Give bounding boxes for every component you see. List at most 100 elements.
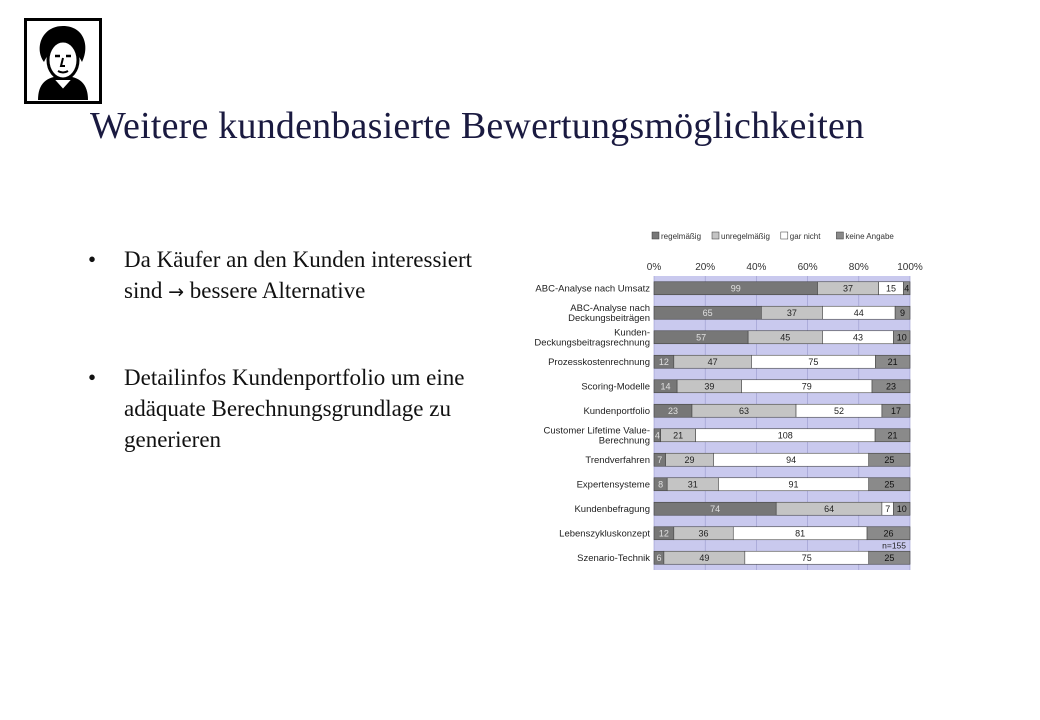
data-label: 45 [780, 333, 790, 343]
data-label: 39 [704, 382, 714, 392]
data-label: 4 [904, 284, 909, 294]
data-label: 44 [854, 308, 864, 318]
data-label: 17 [891, 406, 901, 416]
stacked-bar-chart: 0% 20% 40% 60% 80% 100% regelmäßig unregelmäßig… [534, 231, 923, 570]
data-label: 14 [661, 382, 671, 392]
data-label: 65 [703, 308, 713, 318]
category-label: Kunden- [614, 327, 650, 338]
data-label: 37 [787, 308, 797, 318]
x-tick-label: 100% [897, 262, 923, 273]
data-label: 7 [657, 455, 662, 465]
bar-segment [875, 354, 911, 369]
goethe-portrait-icon [24, 18, 102, 104]
legend-label: regelmäßig [661, 232, 701, 241]
arrow-right-icon: → [168, 281, 185, 303]
bar-segment [893, 330, 911, 345]
category-label: Expertensysteme [577, 479, 650, 490]
legend-swatch [780, 231, 789, 240]
data-label: 6 [656, 553, 661, 563]
category-label: Trendverfahren [585, 455, 650, 466]
data-label: 37 [843, 284, 853, 294]
data-label: 108 [778, 431, 793, 441]
x-tick-label: 20% [695, 262, 715, 273]
data-label: 36 [699, 529, 709, 539]
data-label: 26 [884, 529, 894, 539]
bar-segment [894, 305, 911, 320]
data-label: 12 [659, 357, 669, 367]
bar-segment [874, 428, 911, 443]
x-tick-label: 60% [798, 262, 818, 273]
data-label: 79 [802, 382, 812, 392]
data-label: 25 [884, 553, 894, 563]
x-tick-label: 0% [647, 262, 662, 273]
data-label: 7 [885, 504, 890, 514]
data-label: 63 [739, 406, 749, 416]
category-label: Lebenszykluskonzept [559, 528, 650, 539]
bar-segment [871, 379, 911, 394]
data-label: 23 [886, 382, 896, 392]
bullet-text: Da Käufer an den Kunden interessiert sin… [124, 247, 473, 303]
bar-segment [881, 403, 911, 418]
bar-segment [866, 526, 911, 541]
data-label: 43 [853, 333, 863, 343]
category-label: Deckungsbeitragsrechnung [534, 337, 650, 348]
data-label: 21 [673, 431, 683, 441]
sample-size-annotation: n=155 [882, 541, 906, 551]
data-label: 8 [658, 480, 663, 490]
data-label: 25 [884, 455, 894, 465]
category-label: Prozesskostenrechnung [548, 357, 650, 368]
data-label: 57 [696, 333, 706, 343]
data-label: 75 [808, 357, 818, 367]
data-label: 9 [900, 308, 905, 318]
legend-swatch [651, 231, 660, 240]
bullet-dot-icon: • [88, 365, 97, 390]
data-label: 31 [688, 480, 698, 490]
data-label: 75 [802, 553, 812, 563]
data-label: 52 [834, 406, 844, 416]
legend-label: gar nicht [790, 232, 821, 241]
data-label: 81 [795, 529, 805, 539]
data-label: 94 [786, 455, 796, 465]
data-label: 10 [897, 333, 907, 343]
data-label: 99 [731, 284, 741, 294]
bar-segment [868, 550, 911, 565]
data-label: 12 [659, 529, 669, 539]
legend-label: unregelmäßig [721, 232, 770, 241]
data-label: 4 [655, 431, 660, 441]
category-label: Szenario-Technik [577, 553, 650, 564]
legend-label: keine Angabe [845, 232, 894, 241]
data-label: 74 [710, 504, 720, 514]
category-label: Kundenportfolio [583, 406, 650, 417]
data-label: 15 [886, 284, 896, 294]
bullet-item: • Da Käufer an den Kunden interessiert s… [84, 244, 496, 308]
bullet-dot-icon: • [88, 247, 97, 272]
data-label: 21 [888, 357, 898, 367]
x-tick-label: 80% [849, 262, 869, 273]
category-label: Berechnung [599, 435, 650, 446]
data-label: 91 [789, 480, 799, 490]
bar-segment [868, 452, 911, 467]
bullet-list: • Da Käufer an den Kunden interessiert s… [84, 244, 496, 455]
bullet-text-continued: bessere Alternative [184, 278, 366, 303]
bar-segment [893, 501, 911, 516]
bar-segment [868, 477, 911, 492]
data-label: 23 [668, 406, 678, 416]
bullet-text: Detailinfos Kundenportfolio um eine adäq… [124, 365, 465, 452]
data-label: 64 [824, 504, 834, 514]
category-label: ABC-Analyse nach [570, 303, 650, 314]
legend-swatch [711, 231, 720, 240]
x-tick-label: 40% [746, 262, 766, 273]
bullet-item: • Detailinfos Kundenportfolio um eine ad… [84, 362, 496, 455]
data-label: 49 [699, 553, 709, 563]
category-label: ABC-Analyse nach Umsatz [535, 283, 650, 294]
legend-swatch [836, 231, 844, 240]
category-label: Customer Lifetime Value- [544, 425, 650, 436]
plot-background [654, 276, 910, 570]
data-label: 21 [888, 431, 898, 441]
category-label: Scoring-Modelle [581, 381, 650, 392]
slide-title: Weitere kundenbasierte Bewertungsmöglich… [90, 105, 865, 147]
bar-segment [903, 281, 911, 296]
data-label: 47 [708, 357, 718, 367]
data-label: 10 [897, 504, 907, 514]
category-label: Deckungsbeiträgen [568, 313, 650, 324]
